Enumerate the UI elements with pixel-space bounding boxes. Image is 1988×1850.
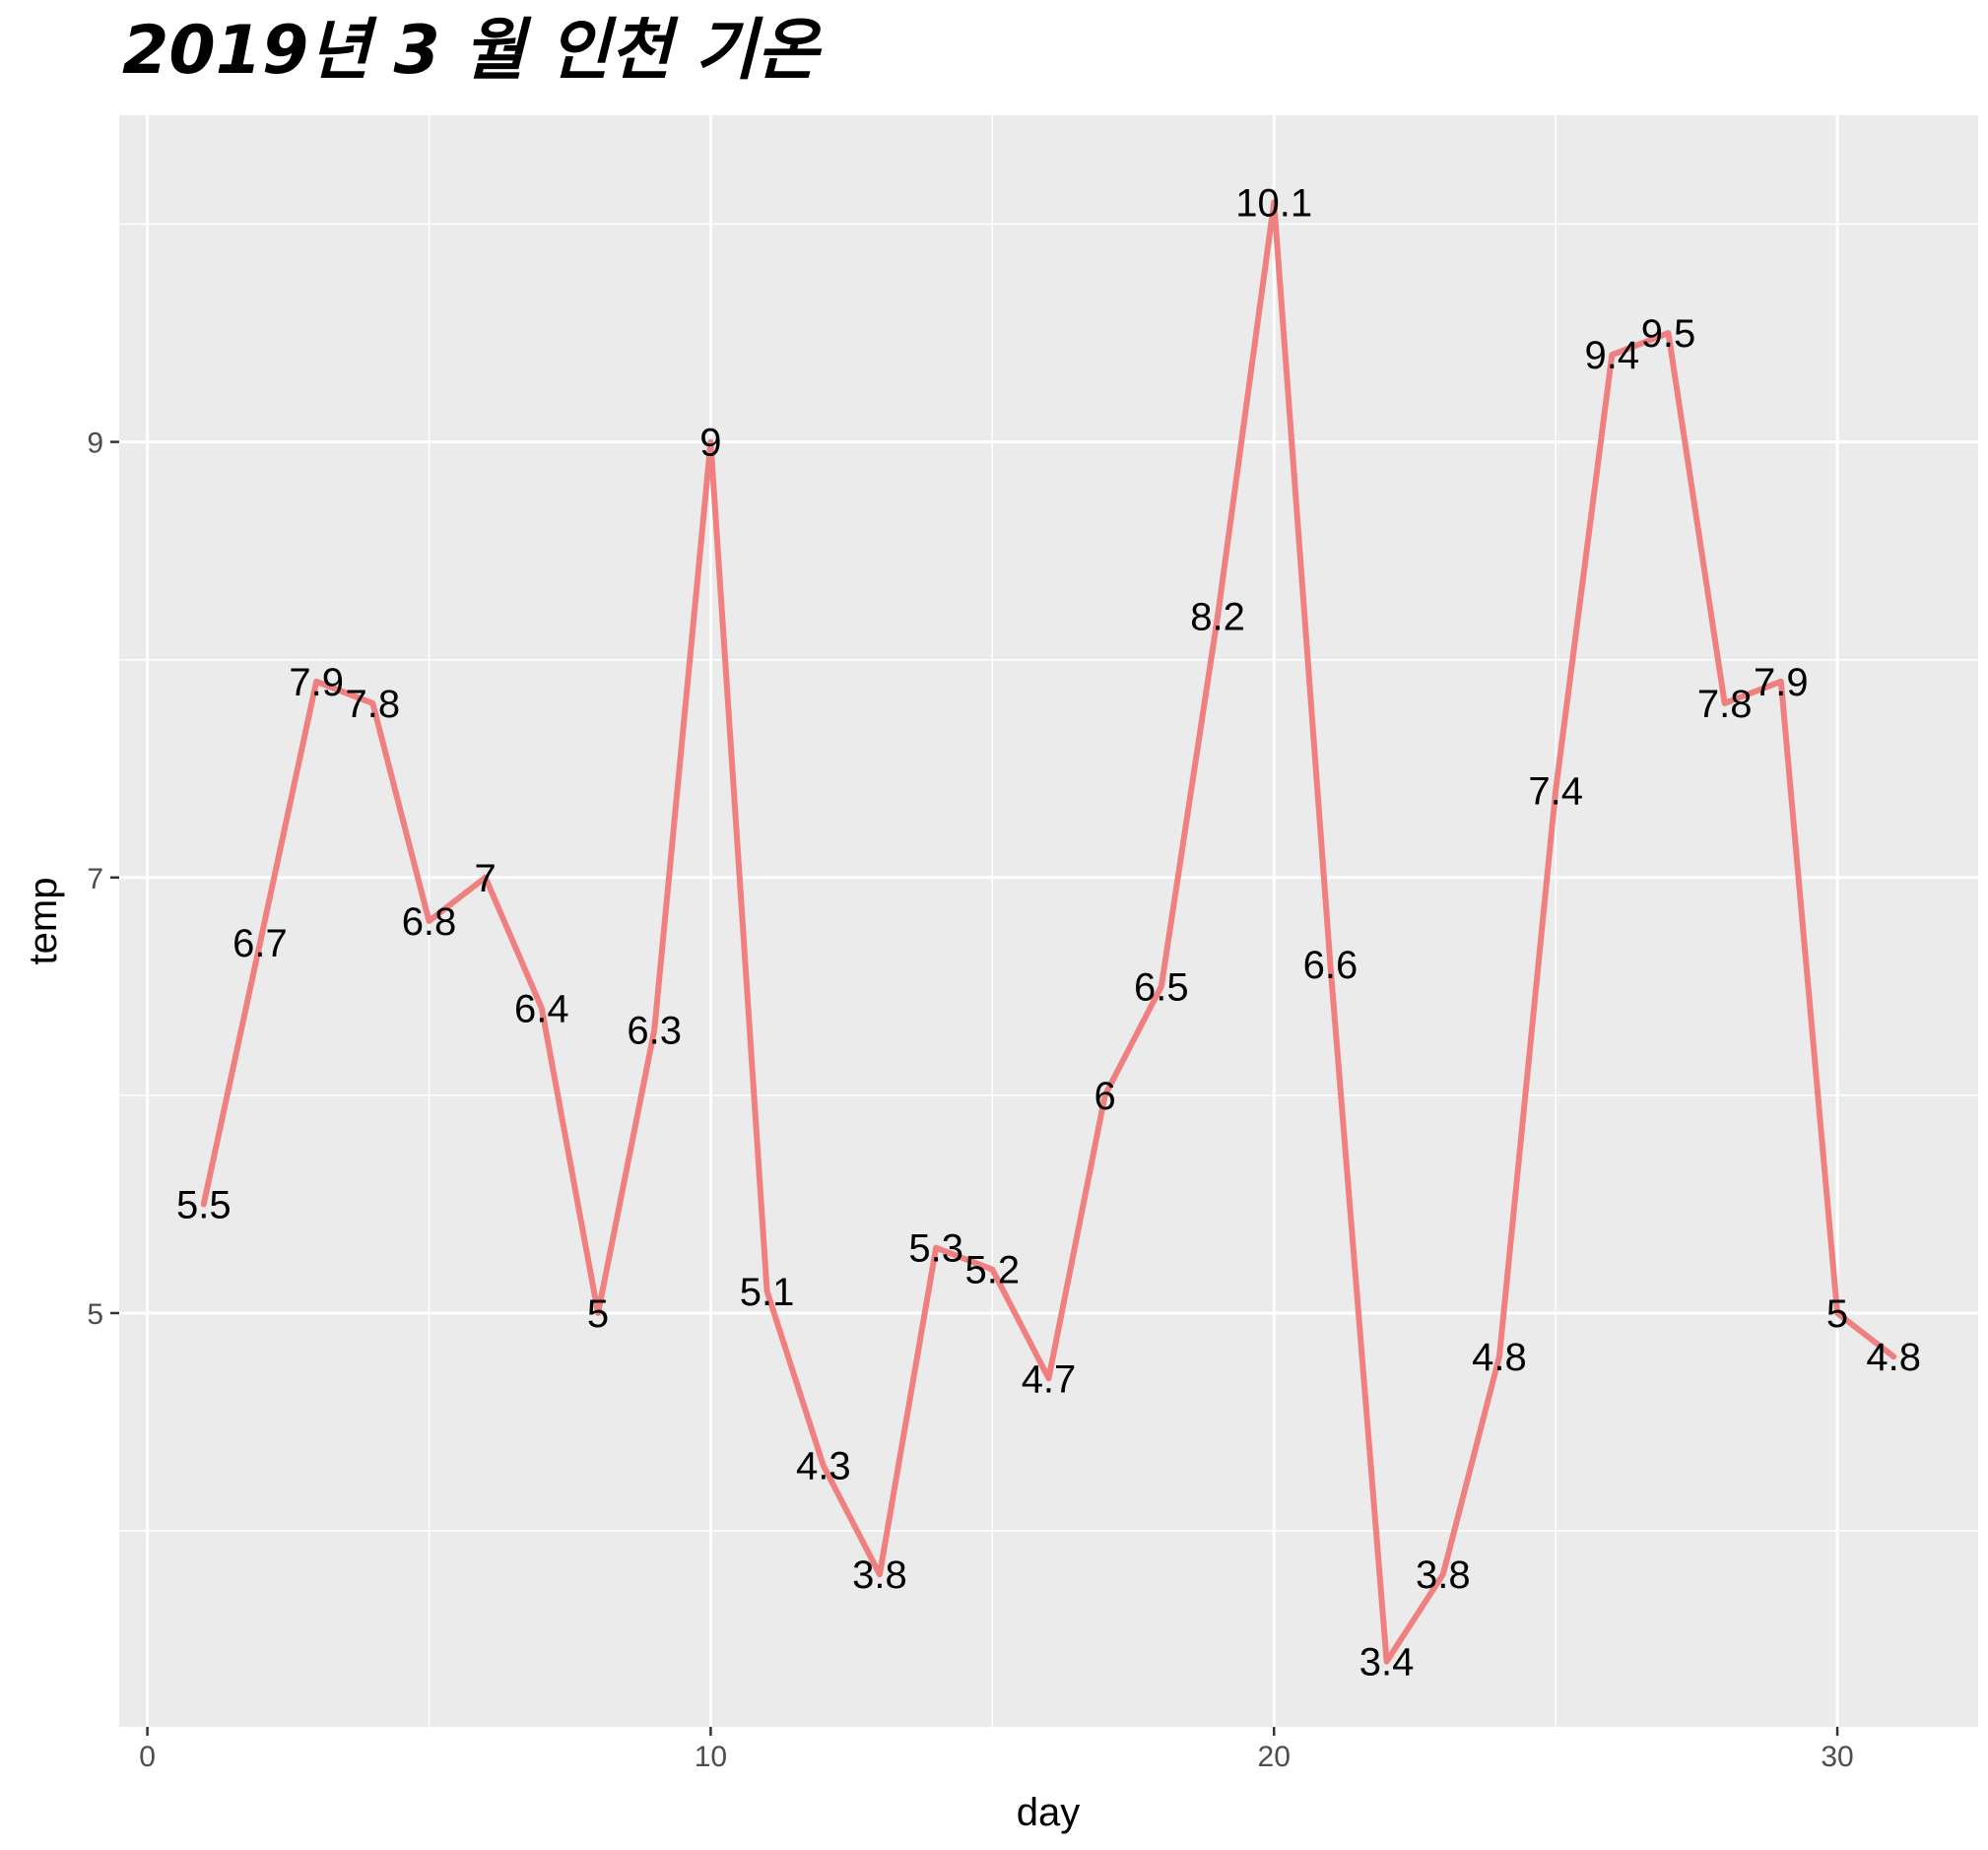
data-labels: 5.56.77.97.86.876.456.395.14.33.85.35.24… bbox=[176, 181, 1921, 1684]
data-label: 3.4 bbox=[1359, 1641, 1415, 1685]
chart-title: 2019년 3 월 인천 기온 bbox=[122, 12, 823, 90]
data-label: 5.5 bbox=[176, 1183, 232, 1226]
temperature-line bbox=[200, 199, 1897, 1665]
y-axis: 5 7 9 bbox=[87, 428, 119, 1331]
data-label: 9 bbox=[699, 422, 721, 465]
data-label: 5.3 bbox=[908, 1227, 963, 1271]
data-label: 9.5 bbox=[1641, 312, 1696, 356]
plot-panel bbox=[119, 115, 1978, 1727]
data-label: 7.8 bbox=[346, 683, 401, 726]
x-tick-label: 30 bbox=[1821, 1741, 1853, 1773]
x-axis: 0 10 20 30 bbox=[139, 1727, 1854, 1773]
data-label: 6 bbox=[1094, 1075, 1116, 1118]
data-label: 4.8 bbox=[1866, 1336, 1921, 1379]
minor-gridlines bbox=[119, 115, 1978, 1727]
major-gridlines bbox=[119, 115, 1978, 1727]
data-label: 4.7 bbox=[1022, 1357, 1077, 1401]
data-label: 3.8 bbox=[1416, 1553, 1471, 1597]
x-tick-label: 10 bbox=[695, 1741, 727, 1773]
data-label: 6.7 bbox=[232, 922, 288, 965]
data-label: 6.5 bbox=[1134, 965, 1189, 1009]
data-label: 5.1 bbox=[740, 1271, 795, 1314]
data-label: 10.1 bbox=[1235, 181, 1312, 225]
data-label: 8.2 bbox=[1190, 595, 1245, 638]
data-label: 6.3 bbox=[627, 1010, 682, 1053]
data-label: 6.4 bbox=[514, 987, 569, 1030]
data-label: 6.6 bbox=[1303, 944, 1358, 987]
data-label: 7.9 bbox=[289, 661, 344, 704]
data-label: 9.4 bbox=[1585, 334, 1640, 377]
data-label: 5 bbox=[1826, 1292, 1848, 1336]
y-axis-label: temp bbox=[22, 878, 65, 965]
series-line bbox=[200, 199, 1897, 1665]
data-label: 7.9 bbox=[1754, 661, 1809, 704]
x-tick-label: 0 bbox=[139, 1741, 156, 1773]
y-tick-label: 5 bbox=[87, 1298, 103, 1331]
y-tick-label: 7 bbox=[87, 863, 103, 895]
data-label: 5 bbox=[587, 1292, 609, 1336]
data-label: 3.8 bbox=[852, 1553, 907, 1597]
x-tick-label: 20 bbox=[1258, 1741, 1291, 1773]
data-label: 5.2 bbox=[965, 1249, 1021, 1292]
data-label: 7 bbox=[475, 857, 497, 900]
data-label: 4.3 bbox=[796, 1445, 851, 1488]
data-label: 6.8 bbox=[402, 900, 457, 944]
data-label: 7.8 bbox=[1697, 683, 1753, 726]
y-tick-label: 9 bbox=[87, 428, 103, 460]
data-label: 4.8 bbox=[1472, 1336, 1527, 1379]
x-axis-label: day bbox=[1017, 1791, 1081, 1834]
data-label: 7.4 bbox=[1528, 769, 1583, 813]
